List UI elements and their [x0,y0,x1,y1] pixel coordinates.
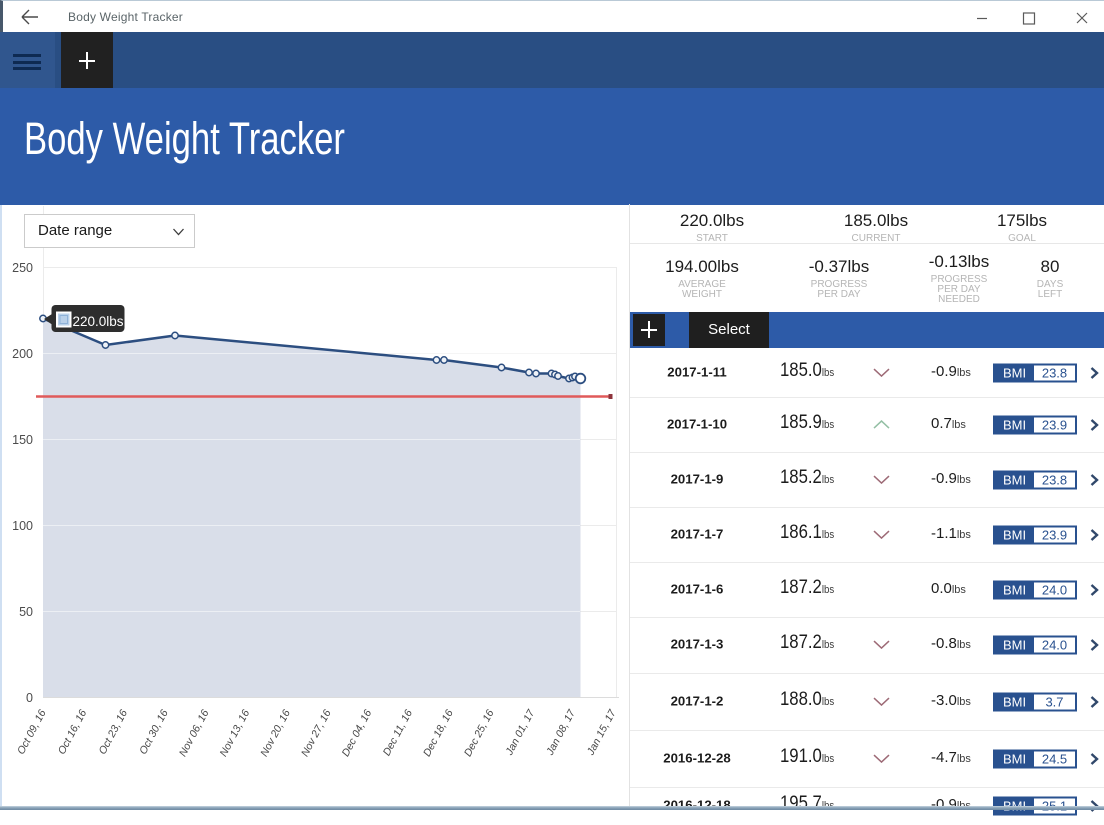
svg-text:150: 150 [12,433,33,447]
svg-text:Dec 25, 16: Dec 25, 16 [462,708,497,759]
svg-text:Jan 08, 17: Jan 08, 17 [544,707,579,758]
svg-text:Oct 09, 16: Oct 09, 16 [15,708,49,757]
svg-text:Oct 30, 16: Oct 30, 16 [137,708,171,757]
svg-text:Jan 01, 17: Jan 01, 17 [503,707,538,758]
svg-text:100: 100 [12,519,33,533]
svg-text:Nov 20, 16: Nov 20, 16 [258,708,293,759]
svg-text:Jan 15, 17: Jan 15, 17 [584,707,619,758]
svg-text:Nov 13, 16: Nov 13, 16 [218,708,253,759]
svg-text:Oct 23, 16: Oct 23, 16 [97,708,131,757]
svg-text:Nov 27, 16: Nov 27, 16 [299,708,334,759]
svg-text:Oct 16, 16: Oct 16, 16 [56,708,90,757]
svg-text:Nov 06, 16: Nov 06, 16 [177,708,212,759]
svg-text:Dec 11, 16: Dec 11, 16 [381,708,415,758]
svg-text:220.0lbs: 220.0lbs [73,314,124,329]
svg-text:250: 250 [12,261,33,275]
svg-text:50: 50 [19,605,33,619]
svg-text:Dec 04, 16: Dec 04, 16 [340,708,375,759]
svg-text:0: 0 [26,691,33,705]
svg-text:Dec 18, 16: Dec 18, 16 [421,708,456,759]
svg-text:200: 200 [12,347,33,361]
